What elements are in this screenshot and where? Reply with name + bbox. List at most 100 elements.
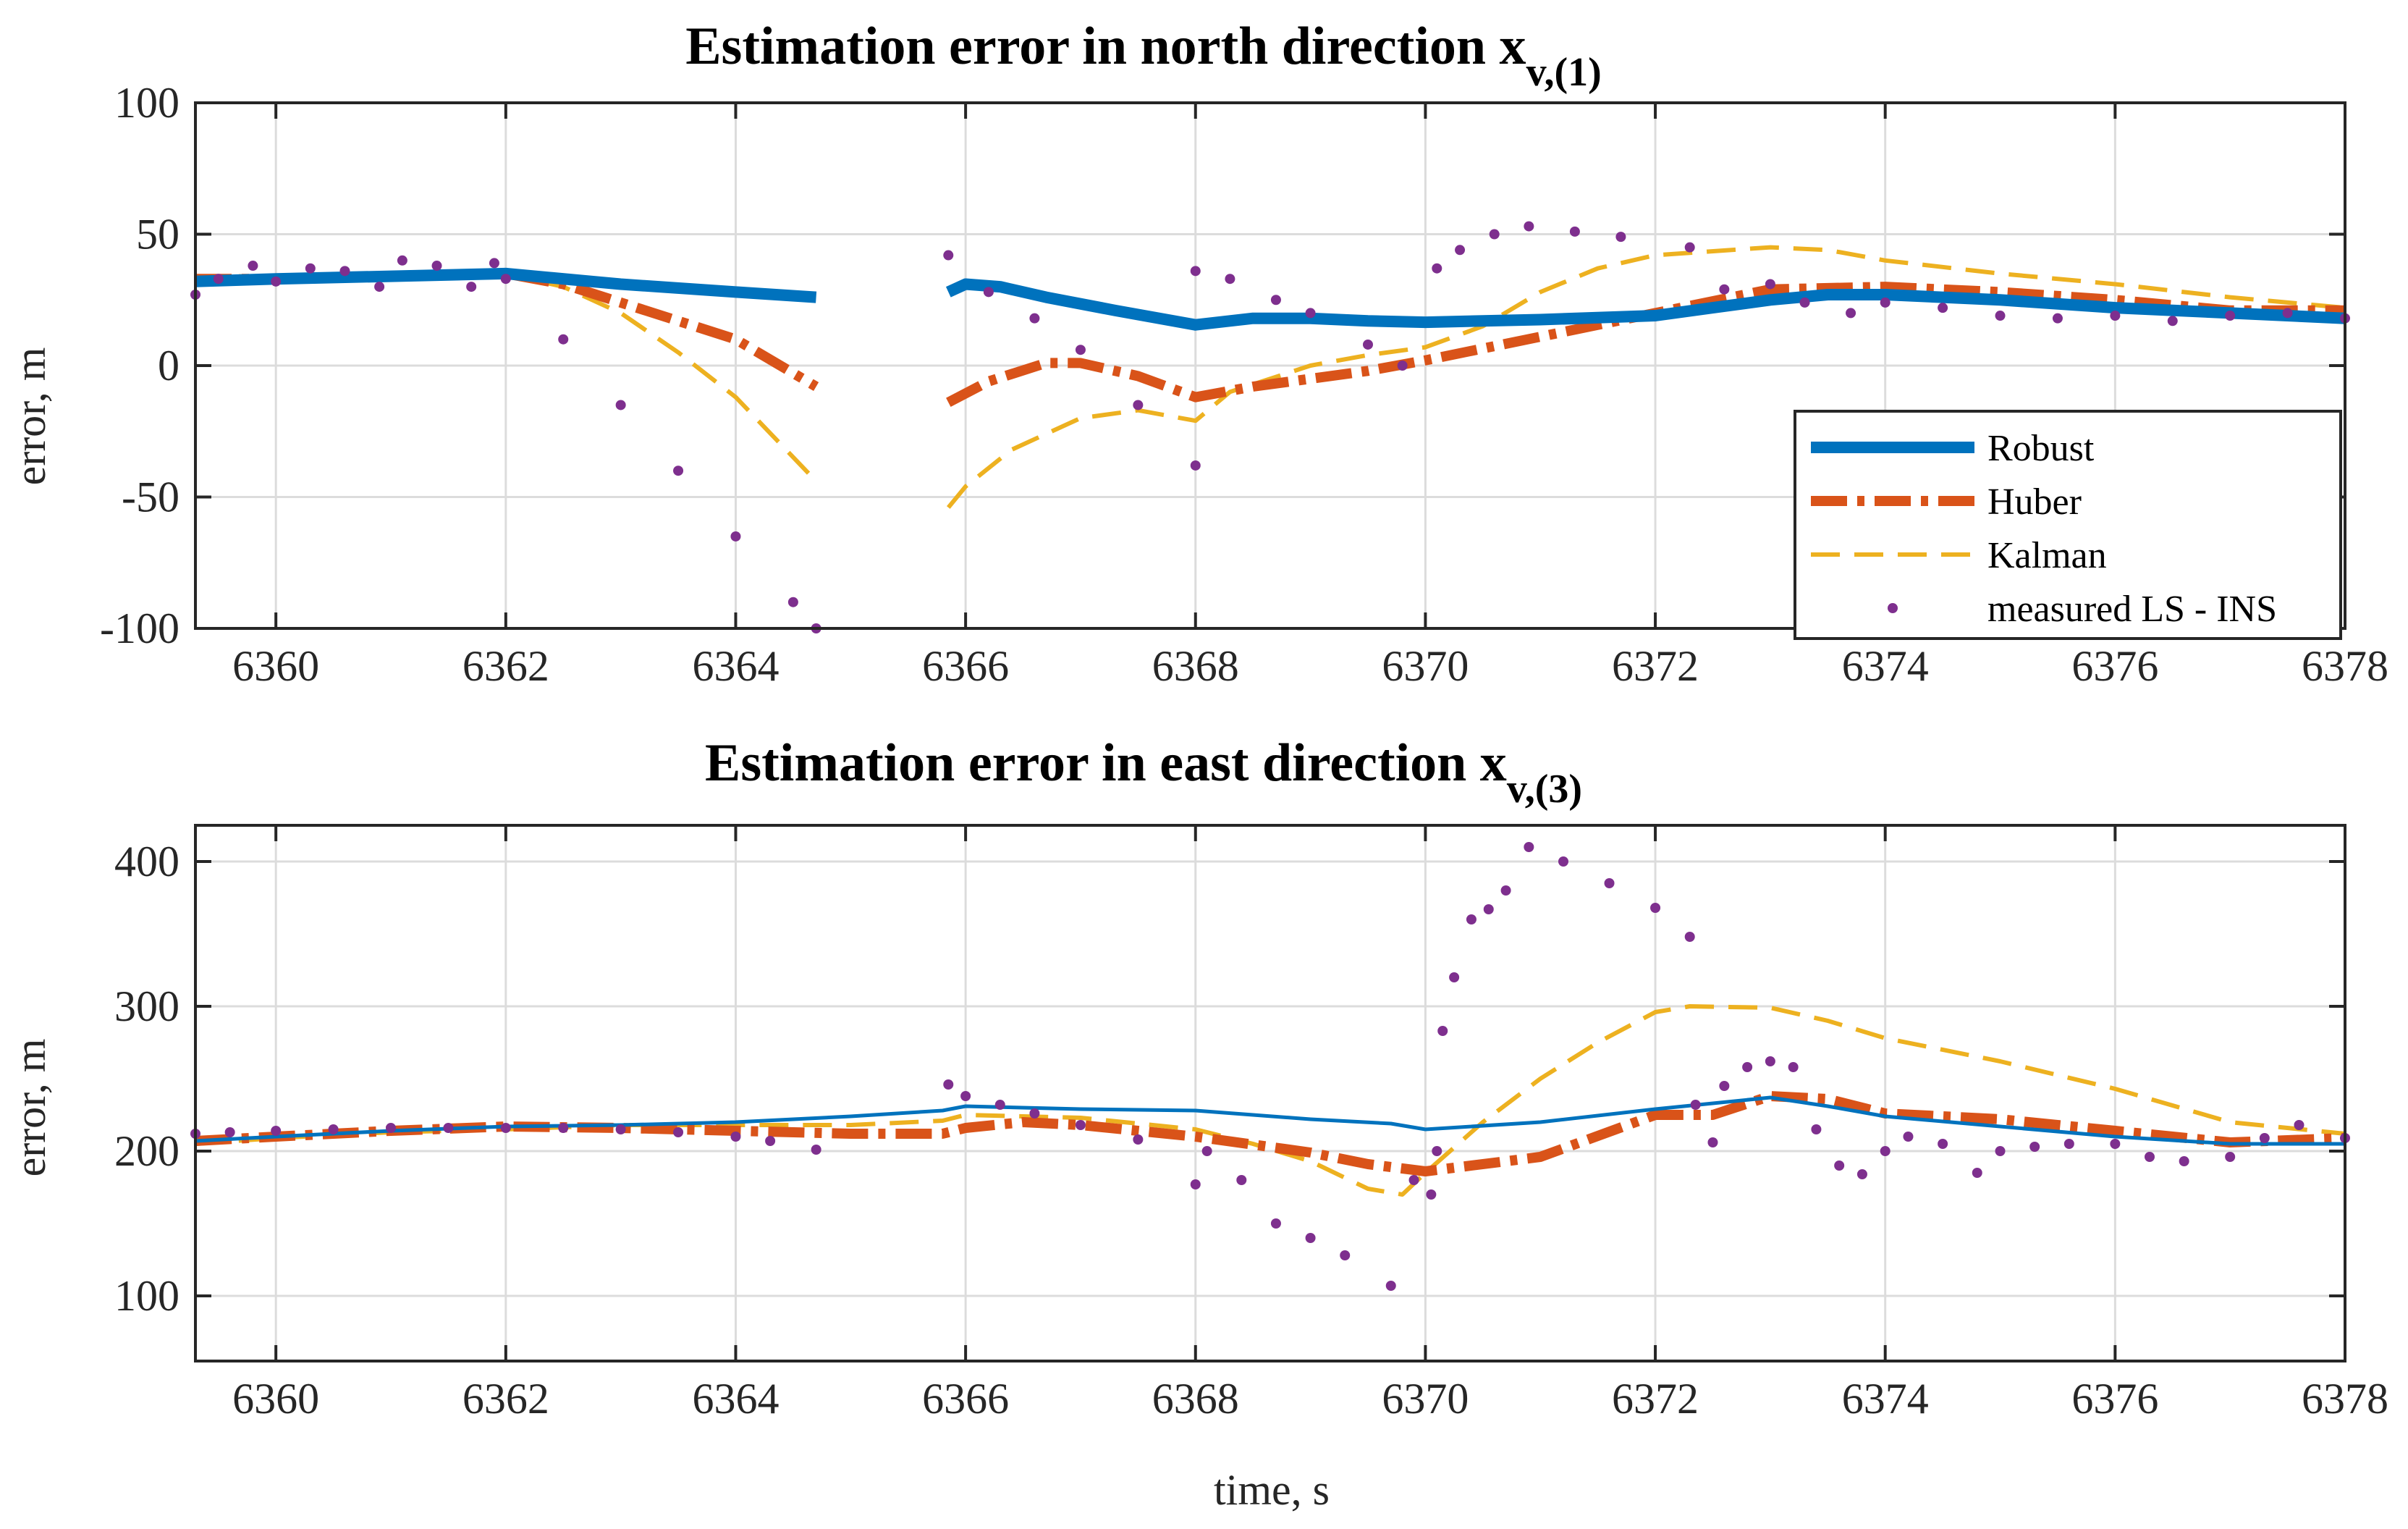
measured-point <box>673 1127 684 1137</box>
series-measured-ls-ins <box>190 842 2350 1291</box>
x-axis-label: time, s <box>1214 1466 1330 1514</box>
measured-point <box>443 1123 454 1133</box>
measured-point <box>1201 1146 1212 1156</box>
x-tick-label: 6378 <box>2302 1375 2388 1423</box>
measured-point <box>2225 1152 2236 1162</box>
measured-point <box>500 1123 511 1133</box>
measured-point <box>2110 311 2121 321</box>
measured-point <box>1524 842 1534 852</box>
measured-point <box>558 334 569 345</box>
measured-point <box>1270 1218 1281 1229</box>
measured-point <box>943 250 954 261</box>
x-tick-label: 6378 <box>2302 642 2388 690</box>
measured-point <box>1995 1146 2006 1156</box>
measured-point <box>943 1079 954 1090</box>
measured-point <box>1133 1134 1144 1145</box>
y-tick-label: 300 <box>114 982 179 1030</box>
measured-point <box>1690 1100 1701 1110</box>
measured-point <box>1558 856 1568 867</box>
measured-point <box>2282 308 2293 319</box>
x-tick-label: 6362 <box>462 1375 549 1423</box>
east-y-axis-label: error, m <box>7 1039 54 1177</box>
measured-point <box>994 1100 1005 1110</box>
series-huber <box>195 1091 2346 1176</box>
measured-point <box>1455 245 1466 256</box>
north-error-plot: Estimation error in north direction xv,(… <box>7 17 2388 690</box>
y-tick-label: -100 <box>100 605 179 652</box>
measured-point <box>466 282 477 292</box>
measured-point <box>1880 1146 1891 1156</box>
measured-point <box>1432 263 1442 274</box>
measured-point <box>615 1124 626 1134</box>
measured-point <box>2145 1152 2155 1162</box>
measured-point <box>2294 1120 2305 1130</box>
measured-point <box>271 276 282 287</box>
measured-point <box>1483 904 1494 914</box>
measured-point <box>960 1091 971 1101</box>
measured-point <box>1225 274 1235 285</box>
north-y-axis-label: error, m <box>7 348 54 486</box>
legend: Robust Huber Kalman measured LS - INS <box>1794 410 2342 640</box>
measured-point <box>2259 1133 2270 1143</box>
measured-point <box>1426 1189 1437 1200</box>
measured-point <box>1133 400 1144 410</box>
measured-point <box>983 287 994 298</box>
huber-line <box>946 282 2345 408</box>
measured-point <box>1500 885 1511 896</box>
measured-point <box>1799 297 1810 308</box>
series-robust <box>195 1095 2345 1146</box>
x-tick-label: 6368 <box>1152 642 1239 690</box>
legend-huber-label: Huber <box>1987 481 2082 523</box>
measured-point <box>1270 295 1281 306</box>
x-tick-label: 6374 <box>1842 642 1929 690</box>
measured-point <box>1305 308 1316 319</box>
measured-point <box>328 1124 339 1134</box>
x-tick-label: 6364 <box>692 1375 779 1423</box>
measured-point <box>811 1145 821 1155</box>
measured-point <box>500 274 511 285</box>
series-measured-ls-ins <box>190 221 2350 633</box>
measured-point <box>1029 313 1040 324</box>
measured-point <box>248 261 258 271</box>
legend-robust-label: Robust <box>1987 428 2095 469</box>
measured-point <box>1856 1169 1867 1179</box>
robust-line <box>195 1095 2345 1146</box>
east-plot-title-text: Estimation error in east direction x <box>705 733 1507 793</box>
measured-point <box>431 261 442 271</box>
measured-point <box>2063 1139 2074 1149</box>
measured-point <box>1489 229 1500 240</box>
measured-point <box>1938 1139 1948 1149</box>
measured-point <box>1684 242 1695 253</box>
measured-point <box>1995 311 2006 321</box>
measured-point <box>1397 361 1408 371</box>
plot-frame <box>194 824 2346 1362</box>
measured-point <box>489 258 499 269</box>
measured-point <box>1029 1108 1040 1119</box>
measured-point <box>615 400 626 410</box>
east-error-plot: Estimation error in east direction xv,(3… <box>7 733 2388 1514</box>
measured-point <box>2167 316 2178 327</box>
measured-point <box>224 1127 235 1137</box>
measured-point <box>1408 1175 1419 1185</box>
measured-point <box>1615 232 1626 243</box>
x-tick-label: 6370 <box>1382 1375 1469 1423</box>
measured-point <box>1236 1175 1247 1185</box>
measured-point <box>374 282 385 292</box>
measured-point <box>386 1123 396 1133</box>
measured-point <box>2052 313 2063 324</box>
measured-point <box>1075 1120 1086 1130</box>
x-tick-label: 6364 <box>692 642 779 690</box>
measured-point <box>1190 1179 1201 1189</box>
measured-point <box>1650 903 1661 913</box>
x-tick-label: 6366 <box>922 1375 1009 1423</box>
measured-point <box>787 597 798 607</box>
x-tick-label: 6360 <box>232 642 319 690</box>
y-tick-label: 100 <box>114 79 179 127</box>
measured-point <box>1707 1137 1718 1147</box>
y-tick-label: 0 <box>158 342 179 389</box>
measured-point <box>2029 1142 2040 1152</box>
north-plot-title-text: Estimation error in north direction x <box>685 17 1526 76</box>
measured-point <box>730 531 741 542</box>
